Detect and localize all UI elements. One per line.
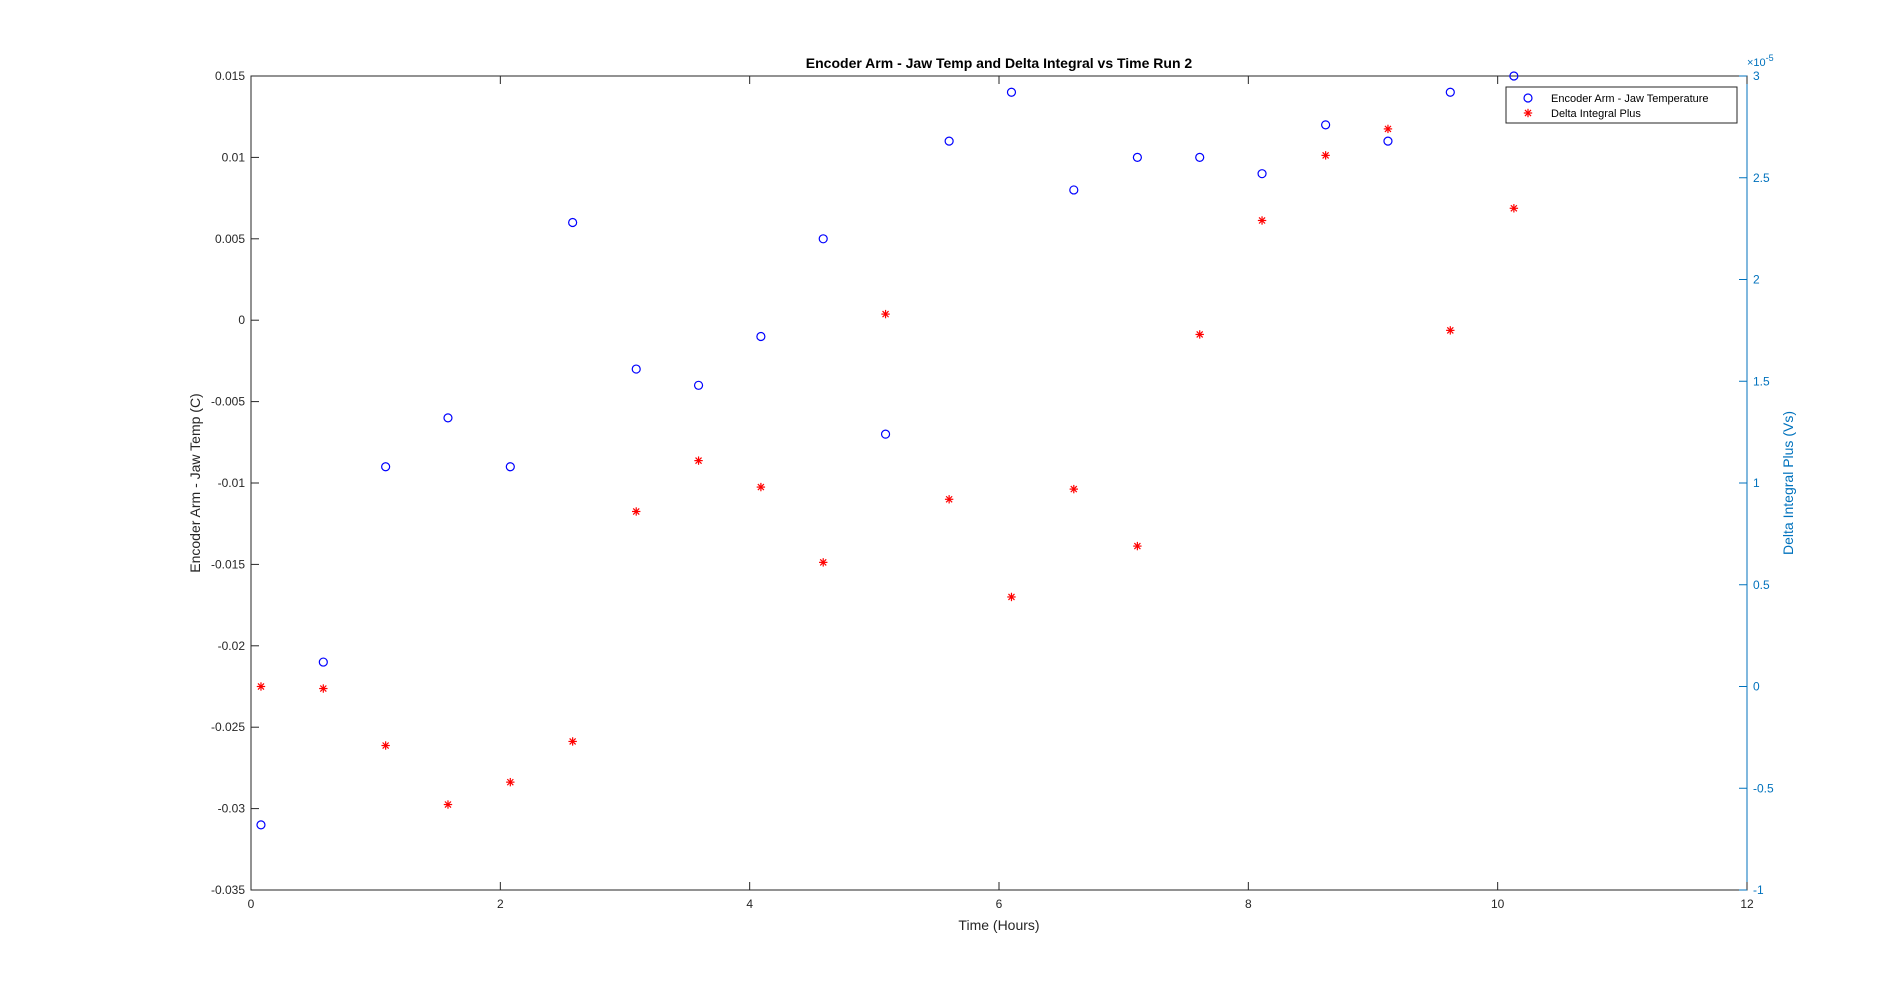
temperature-point	[944, 136, 954, 146]
temperature-point	[818, 234, 828, 244]
delta-integral-point	[568, 737, 577, 746]
temperature-point	[381, 462, 391, 472]
legend: Encoder Arm - Jaw Temperature Delta Inte…	[1505, 86, 1738, 124]
y-right-tick-label: 2.5	[1753, 171, 1770, 185]
legend-box	[1505, 86, 1738, 124]
delta-integral-point	[1321, 151, 1330, 160]
y-left-tick-label: -0.015	[211, 557, 245, 571]
temperature-point	[1509, 71, 1519, 81]
x-tick-label: 2	[497, 897, 504, 911]
delta-integral-point	[756, 482, 766, 492]
y-right-tick-label: 3	[1753, 69, 1760, 83]
delta-integral-point	[881, 309, 890, 319]
x-axis-label: Time (Hours)	[958, 917, 1039, 933]
temperature-point	[756, 331, 766, 342]
delta-integral-point	[944, 495, 954, 504]
y-right-tick-label: 0	[1753, 680, 1760, 694]
legend-marker-asterisk	[1523, 108, 1533, 118]
y-left-tick-label: 0	[238, 313, 245, 327]
y-left-tick-label: -0.01	[218, 476, 246, 490]
delta-integral-point	[443, 800, 453, 809]
plot-area	[250, 75, 1748, 891]
delta-integral-point	[1007, 592, 1016, 602]
delta-integral-point	[819, 558, 828, 567]
temperature-point	[1383, 136, 1393, 146]
temperature-point	[880, 429, 891, 439]
delta-integral-point	[1509, 204, 1519, 213]
delta-integral-point	[319, 684, 328, 693]
delta-integral-point	[1257, 216, 1267, 225]
temperature-point	[1257, 169, 1267, 179]
temperature-point	[1195, 152, 1205, 162]
y-left-tick-label: -0.025	[211, 720, 245, 734]
legend-entry-temperature: Encoder Arm - Jaw Temperature	[1551, 93, 1709, 105]
temperature-point	[318, 657, 328, 667]
x-tick-label: 6	[996, 897, 1003, 911]
temperature-point	[1069, 185, 1079, 195]
y-left-tick-label: -0.005	[211, 395, 245, 409]
delta-integral-point	[632, 507, 641, 516]
temperature-point	[505, 462, 515, 472]
temperature-point	[256, 820, 266, 830]
temperature-point	[1321, 120, 1331, 130]
y-left-tick-label: -0.02	[218, 639, 246, 653]
legend-marker-circle	[1523, 93, 1533, 103]
x-tick-label: 4	[746, 897, 753, 911]
temperature-point	[443, 413, 453, 423]
y-left-tick-label: -0.035	[211, 883, 245, 897]
exponent-power: -5	[1766, 53, 1774, 63]
temperature-point	[1006, 87, 1017, 97]
x-tick-label: 0	[248, 897, 255, 911]
temperature-point	[693, 380, 704, 390]
y-right-tick-label: -1	[1753, 883, 1764, 897]
delta-integral-point	[506, 777, 515, 787]
delta-integral-point	[1446, 326, 1455, 335]
delta-integral-point	[1383, 124, 1393, 134]
y-right-tick-label: 1.5	[1753, 374, 1770, 388]
x-tick-label: 10	[1491, 897, 1505, 911]
delta-integral-point	[694, 456, 703, 465]
legend-entry-delta-integral: Delta Integral Plus	[1551, 108, 1641, 120]
delta-integral-point	[1133, 541, 1142, 551]
delta-integral-point	[381, 741, 390, 750]
y-axis-right-exponent: ×10-5	[1747, 53, 1774, 69]
y-axis-right-label: Delta Integral Plus (Vs)	[1780, 411, 1796, 555]
exponent-base: ×10	[1747, 57, 1766, 69]
y-left-tick-label: 0.01	[222, 150, 246, 164]
y-left-tick-label: 0.005	[215, 232, 245, 246]
y-right-tick-label: -0.5	[1753, 781, 1774, 795]
x-tick-label: 12	[1740, 897, 1754, 911]
delta-integral-point	[1069, 484, 1078, 494]
temperature-point	[1132, 152, 1142, 162]
x-tick-label: 8	[1245, 897, 1252, 911]
y-left-tick-label: -0.03	[218, 802, 246, 816]
y-left-tick-label: 0.015	[215, 69, 245, 83]
chart-title: Encoder Arm - Jaw Temp and Delta Integra…	[806, 55, 1193, 71]
temperature-point	[1445, 87, 1455, 97]
y-axis-left-label: Encoder Arm - Jaw Temp (C)	[187, 393, 203, 572]
temperature-point	[568, 217, 578, 228]
y-right-tick-label: 1	[1753, 476, 1760, 490]
y-right-tick-label: 0.5	[1753, 578, 1770, 592]
delta-integral-point	[256, 682, 266, 691]
temperature-point	[631, 364, 641, 374]
y-right-tick-label: 2	[1753, 273, 1760, 287]
delta-integral-point	[1195, 330, 1204, 339]
